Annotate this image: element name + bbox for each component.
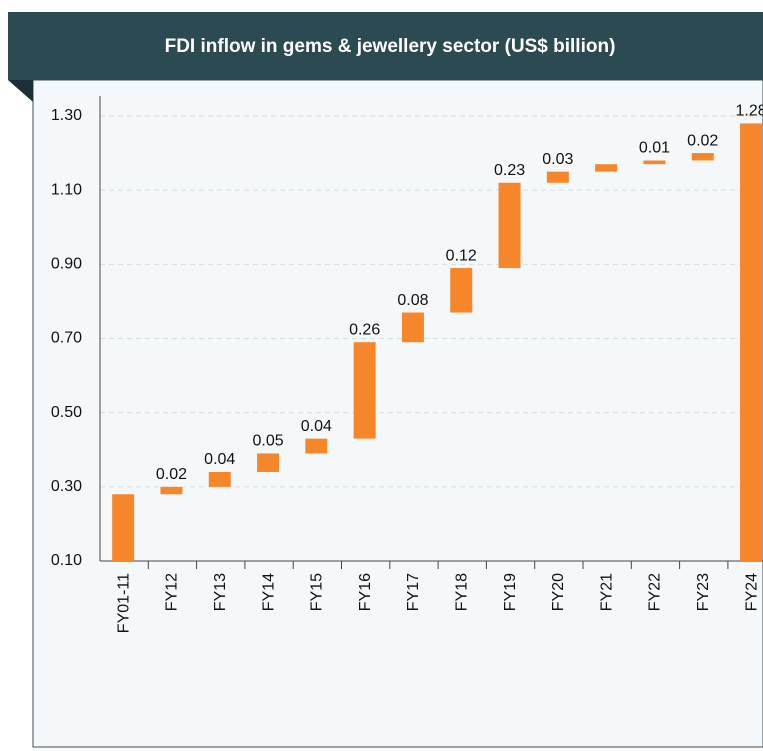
x-tick-label: FY18 <box>453 573 470 611</box>
bar <box>740 123 763 562</box>
x-tick-label: FY20 <box>550 573 567 611</box>
bar <box>643 160 666 165</box>
bar <box>208 472 231 487</box>
bar <box>691 153 714 161</box>
y-tick-label: 0.30 <box>51 478 82 495</box>
bar <box>498 182 521 269</box>
y-tick-label: 0.50 <box>51 404 82 421</box>
x-tick-label: FY14 <box>260 573 277 611</box>
bar <box>112 494 135 561</box>
bar <box>401 312 424 343</box>
chart-title: FDI inflow in gems & jewellery sector (U… <box>165 36 616 57</box>
value-label: 0.08 <box>397 292 428 309</box>
header-bar <box>8 12 763 80</box>
x-tick-label: FY15 <box>309 573 326 611</box>
y-tick-label: 1.10 <box>51 181 82 198</box>
x-tick-label: FY21 <box>598 573 615 611</box>
plot-panel <box>32 79 763 748</box>
x-tick-label: FY23 <box>695 573 712 611</box>
bar <box>546 171 569 183</box>
x-tick-label: FY17 <box>405 573 422 611</box>
x-tick-label: FY24 <box>743 573 760 611</box>
x-tick-label: FY01-11 <box>115 573 132 633</box>
value-label: 0.23 <box>494 162 525 179</box>
bar <box>353 342 376 439</box>
x-tick-label: FY13 <box>212 573 229 611</box>
y-tick-label: 1.30 <box>51 107 82 124</box>
value-label: 0.05 <box>252 433 283 450</box>
x-tick-label: FY19 <box>502 573 519 611</box>
x-tick-label: FY16 <box>357 573 374 611</box>
value-label: 0.03 <box>542 151 573 168</box>
y-tick-label: 0.90 <box>51 256 82 273</box>
value-label: 1.28 <box>735 103 763 120</box>
y-tick-label: 0.70 <box>51 330 82 347</box>
bar <box>450 268 473 313</box>
x-tick-label: FY12 <box>164 573 181 611</box>
bar <box>257 453 280 472</box>
value-label: 0.02 <box>156 466 187 483</box>
header-fold <box>8 80 33 102</box>
x-tick-label: FY22 <box>647 573 664 611</box>
value-label: 0.12 <box>446 247 477 264</box>
value-label: 0.26 <box>349 321 380 338</box>
y-tick-label: 0.10 <box>51 552 82 569</box>
value-label: 0.04 <box>204 451 235 468</box>
bar <box>160 486 183 495</box>
bar <box>595 164 618 172</box>
bar <box>305 438 328 454</box>
value-label: 0.04 <box>301 418 332 435</box>
value-label: 0.02 <box>687 132 718 149</box>
value-label: 0.01 <box>639 140 670 157</box>
